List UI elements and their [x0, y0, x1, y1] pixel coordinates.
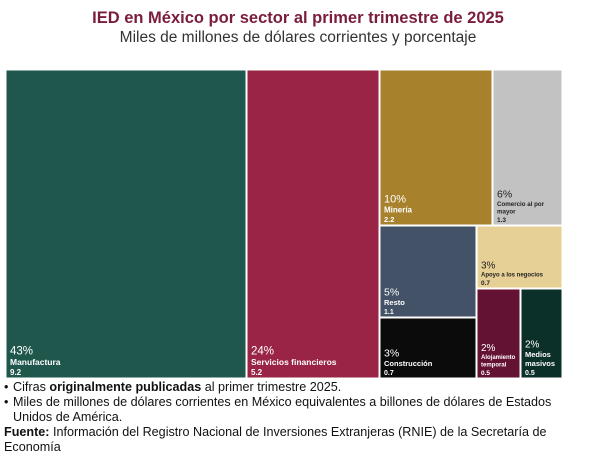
tile-value-label: 9.2	[10, 368, 22, 377]
tile-percent-label: 3%	[481, 261, 496, 272]
tile-percent-label: 2%	[481, 343, 496, 354]
treemap-rect	[379, 69, 493, 226]
tile-percent-label: 3%	[384, 348, 399, 360]
tile-value-label: 0.7	[481, 280, 490, 287]
chart-subtitle: Miles de millones de dólares corrientes …	[119, 29, 477, 46]
tile-sector-label: Apoyo a los negocios	[481, 273, 544, 279]
treemap-rect	[379, 317, 477, 379]
tile-percent-label: 24%	[251, 346, 274, 358]
treemap-tile-construccion: 3%Construcción 0.7	[379, 317, 477, 379]
tile-value-label: 0.5	[525, 370, 535, 377]
treemap-rect	[520, 288, 563, 379]
tile-sector-label: Construcción	[384, 359, 433, 368]
treemap-rect	[476, 288, 521, 379]
tile-sector-label: mayor	[497, 209, 516, 216]
chart-title: IED en México por sector al primer trime…	[92, 9, 504, 27]
tile-sector-label: Comercio al por	[497, 201, 545, 208]
treemap-rect	[379, 225, 477, 318]
tile-value-label: 2.2	[384, 215, 394, 224]
bullet-icon: •	[4, 380, 9, 394]
note-currency: • Miles de millones de dólares corrientes…	[4, 395, 552, 424]
tile-sector-label: Servicios financieros	[251, 357, 337, 367]
tile-sector-label: Resto	[384, 298, 405, 307]
tile-value-label: 1.3	[497, 217, 506, 224]
tile-percent-label: 43%	[10, 346, 33, 358]
tile-sector-label: Medios	[525, 350, 551, 359]
treemap-rect	[5, 69, 247, 379]
tile-sector-label: Alojamiento	[481, 355, 516, 361]
treemap-tile-resto: 5%Resto 1.1	[379, 225, 477, 318]
notes-section: • Cifras originalmente publicadas al prim…	[4, 380, 592, 455]
treemap-rect	[246, 69, 380, 379]
treemap-rect	[476, 225, 563, 289]
treemap-rect	[492, 69, 563, 226]
tile-percent-label: 5%	[384, 287, 399, 299]
bullet-icon: •	[4, 395, 9, 409]
tile-value-label: 5.2	[251, 368, 263, 377]
tile-percent-label: 6%	[497, 189, 512, 201]
tile-sector-label: Manufactura	[10, 357, 61, 367]
tile-sector-label: masivos	[525, 359, 555, 368]
tile-value-label: 1.1	[384, 309, 394, 316]
tile-sector-label: temporal	[481, 363, 507, 369]
tile-value-label: 0.7	[384, 370, 394, 377]
tile-sector-label: Minería	[384, 206, 413, 215]
note-originally-published: • Cifras originalmente publicadas al prim…	[4, 380, 342, 394]
tile-value-label: 0.5	[481, 370, 490, 377]
source-note: Fuente: Información del Registro Naciona…	[4, 425, 547, 454]
tile-percent-label: 2%	[525, 340, 540, 351]
tile-percent-label: 10%	[384, 194, 406, 206]
